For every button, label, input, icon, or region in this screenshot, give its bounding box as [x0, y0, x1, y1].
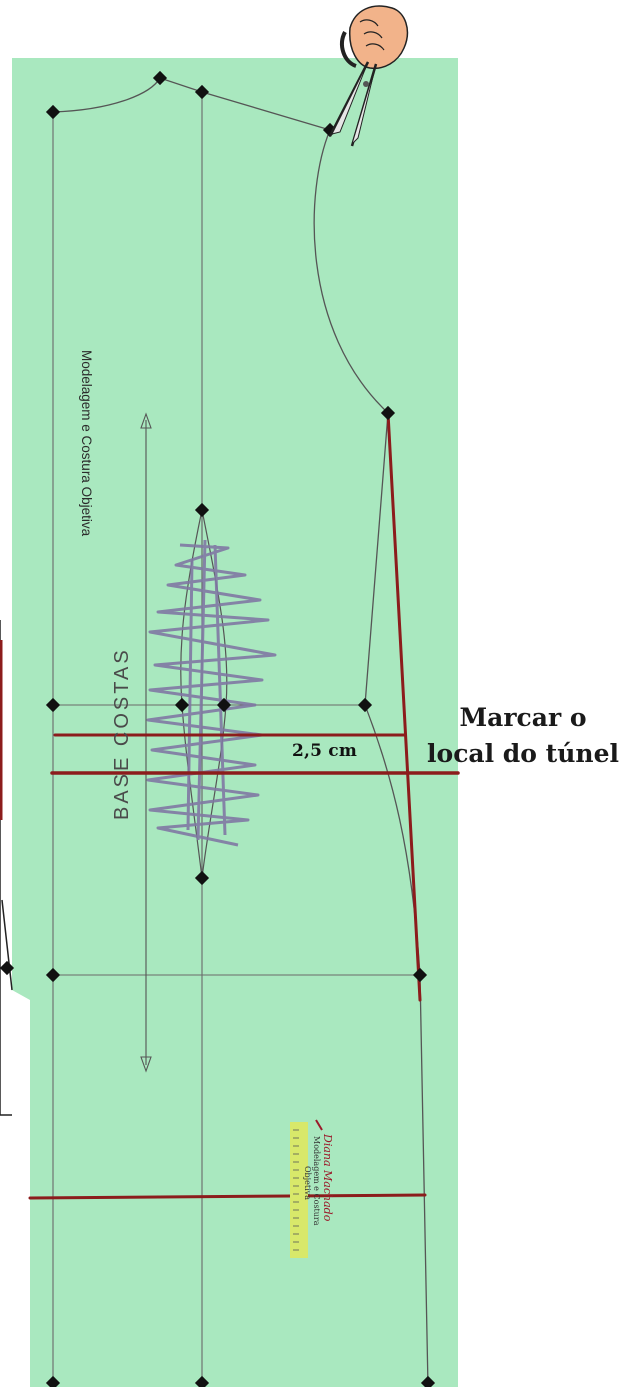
- scissors-hand-icon: [328, 5, 409, 147]
- brand-line-1: Modelagem e Costura: [312, 1136, 321, 1226]
- grainline-arrow: [140, 412, 152, 1073]
- measurement-label: 2,5 cm: [292, 741, 358, 761]
- piece-label: BASE COSTAS: [111, 647, 133, 820]
- needle-icon: [315, 1119, 323, 1131]
- dart-scribble: [146, 539, 277, 847]
- brand-logo: Diana Machado Modelagem e Costura Objeti…: [290, 1119, 334, 1258]
- brand-signature: Diana Machado: [321, 1133, 334, 1222]
- callout-text: Marcar o local do túnel: [418, 700, 625, 772]
- callout-line-1: Marcar o: [459, 703, 587, 732]
- watermark-text: Modelagem e Costura Objetiva: [79, 350, 94, 537]
- back-piece-outline: [52, 77, 429, 1387]
- callout-line-2: local do túnel: [427, 739, 619, 768]
- adjacent-piece-edge: [0, 620, 13, 1116]
- brand-ruler-strip: [290, 1122, 308, 1258]
- brand-line-2: Objetiva: [303, 1166, 312, 1200]
- red-marker-lines: [28, 411, 460, 1200]
- pattern-paper: [12, 58, 458, 1387]
- construction-lines: [52, 92, 420, 1387]
